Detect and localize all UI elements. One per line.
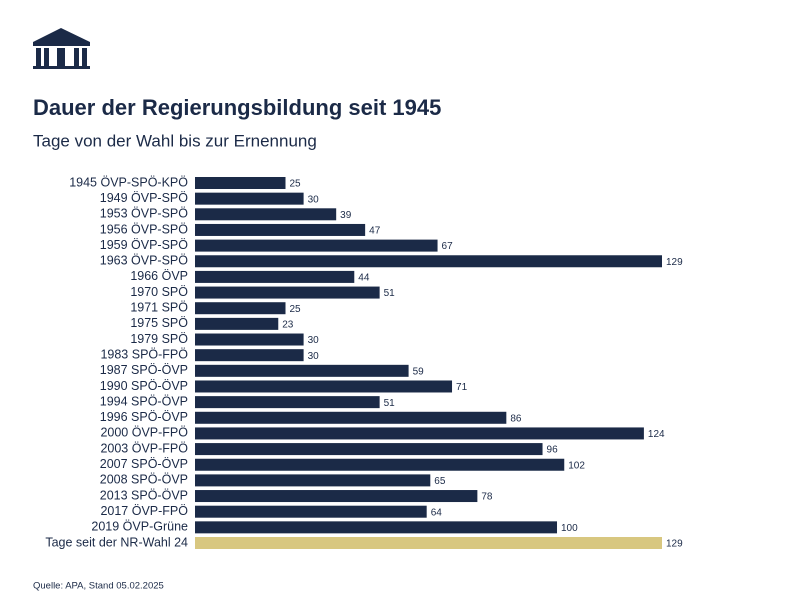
value-label: 78: [481, 492, 493, 503]
bar: [195, 239, 438, 252]
category-label: 1990 SPÖ-ÖVP: [100, 379, 188, 393]
category-label: 1987 SPÖ-ÖVP: [100, 363, 188, 377]
value-label: 30: [308, 351, 320, 362]
bar: [195, 427, 644, 440]
chart-subtitle: Tage von der Wahl bis zur Ernennung: [33, 131, 317, 150]
source-note: Quelle: APA, Stand 05.02.2025: [33, 581, 164, 592]
bar: [195, 177, 286, 189]
value-label: 96: [547, 445, 559, 456]
category-label: 2003 ÖVP-FPÖ: [100, 441, 188, 455]
category-label: 2000 ÖVP-FPÖ: [100, 426, 188, 440]
bar: [195, 458, 565, 471]
category-label: 1945 ÖVP-SPÖ-KPÖ: [69, 175, 188, 189]
category-label: 2007 SPÖ-ÖVP: [100, 457, 188, 471]
value-label: 67: [442, 241, 454, 252]
value-label: 129: [666, 539, 683, 550]
category-label: 1975 SPÖ: [130, 316, 188, 330]
bar: [195, 333, 304, 346]
value-label: 39: [340, 210, 352, 221]
bar: [195, 349, 304, 362]
category-label: 1959 ÖVP-SPÖ: [100, 238, 189, 252]
category-label: 1971 SPÖ: [130, 301, 188, 315]
category-label: 2008 SPÖ-ÖVP: [100, 473, 188, 487]
bar: [195, 223, 366, 236]
bar: [195, 396, 380, 409]
bar: [195, 317, 279, 330]
value-label: 124: [648, 429, 665, 440]
category-label: Tage seit der NR-Wahl 24: [45, 535, 188, 549]
bar: [195, 505, 427, 518]
category-label: 1996 SPÖ-ÖVP: [100, 410, 188, 424]
category-label: 1963 ÖVP-SPÖ: [100, 254, 189, 268]
category-label: 1949 ÖVP-SPÖ: [100, 191, 189, 205]
value-label: 25: [290, 304, 302, 315]
value-label: 59: [413, 366, 425, 377]
value-label: 64: [431, 507, 443, 518]
bar: [195, 411, 507, 424]
category-label: 2019 ÖVP-Grüne: [91, 520, 188, 534]
category-label: 1956 ÖVP-SPÖ: [100, 222, 189, 236]
bar: [195, 192, 304, 205]
bar: [195, 380, 453, 393]
category-label: 1970 SPÖ: [130, 285, 188, 299]
bar: [195, 521, 558, 534]
bar: [195, 490, 478, 503]
bar: [195, 286, 380, 299]
bar: [195, 474, 431, 487]
category-label: 1994 SPÖ-ÖVP: [100, 394, 188, 408]
value-label: 51: [384, 288, 396, 299]
value-label: 47: [369, 226, 381, 237]
category-label: 1983 SPÖ-FPÖ: [100, 347, 188, 361]
category-label: 1966 ÖVP: [130, 269, 188, 283]
value-label: 71: [456, 382, 468, 393]
logo: [33, 28, 90, 69]
bar: [195, 208, 337, 221]
category-label: 1979 SPÖ: [130, 332, 188, 346]
bar: [195, 302, 286, 315]
category-label: 2017 ÖVP-FPÖ: [100, 504, 188, 518]
value-label: 65: [434, 476, 446, 487]
value-label: 102: [568, 460, 585, 471]
bar: [195, 255, 662, 268]
value-label: 44: [358, 273, 370, 284]
category-label: 2013 SPÖ-ÖVP: [100, 488, 188, 502]
chart-title: Dauer der Regierungsbildung seit 1945: [33, 95, 441, 120]
bar: [195, 364, 409, 377]
value-label: 30: [308, 335, 320, 346]
category-label: 1953 ÖVP-SPÖ: [100, 207, 189, 221]
value-label: 86: [510, 413, 522, 424]
value-label: 23: [282, 320, 294, 331]
value-label: 51: [384, 398, 396, 409]
value-label: 100: [561, 523, 578, 534]
bar: [195, 270, 355, 283]
bar: [195, 537, 662, 549]
value-label: 30: [308, 194, 320, 205]
value-label: 25: [290, 179, 302, 190]
value-label: 129: [666, 257, 683, 268]
bar: [195, 443, 543, 456]
